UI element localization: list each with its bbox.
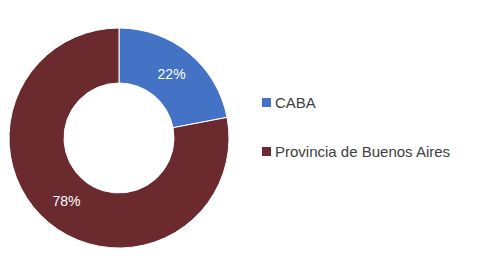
legend-label: Provincia de Buenos Aires — [275, 143, 450, 160]
pie-group — [9, 28, 229, 248]
legend-label: CABA — [275, 94, 316, 111]
slice — [9, 28, 229, 248]
data-label: 22% — [158, 66, 186, 82]
legend-swatch — [262, 147, 271, 156]
data-label: 78% — [52, 193, 80, 209]
data-labels: 22% 78% — [52, 66, 185, 209]
legend: CABA Provincia de Buenos Aires — [262, 94, 450, 160]
chart-container: 22% 78% CABA Provincia de Buenos Aires — [0, 0, 500, 275]
slice — [119, 28, 227, 128]
legend-swatch — [262, 98, 271, 107]
chart-svg: 22% 78% CABA Provincia de Buenos Aires — [0, 0, 500, 275]
